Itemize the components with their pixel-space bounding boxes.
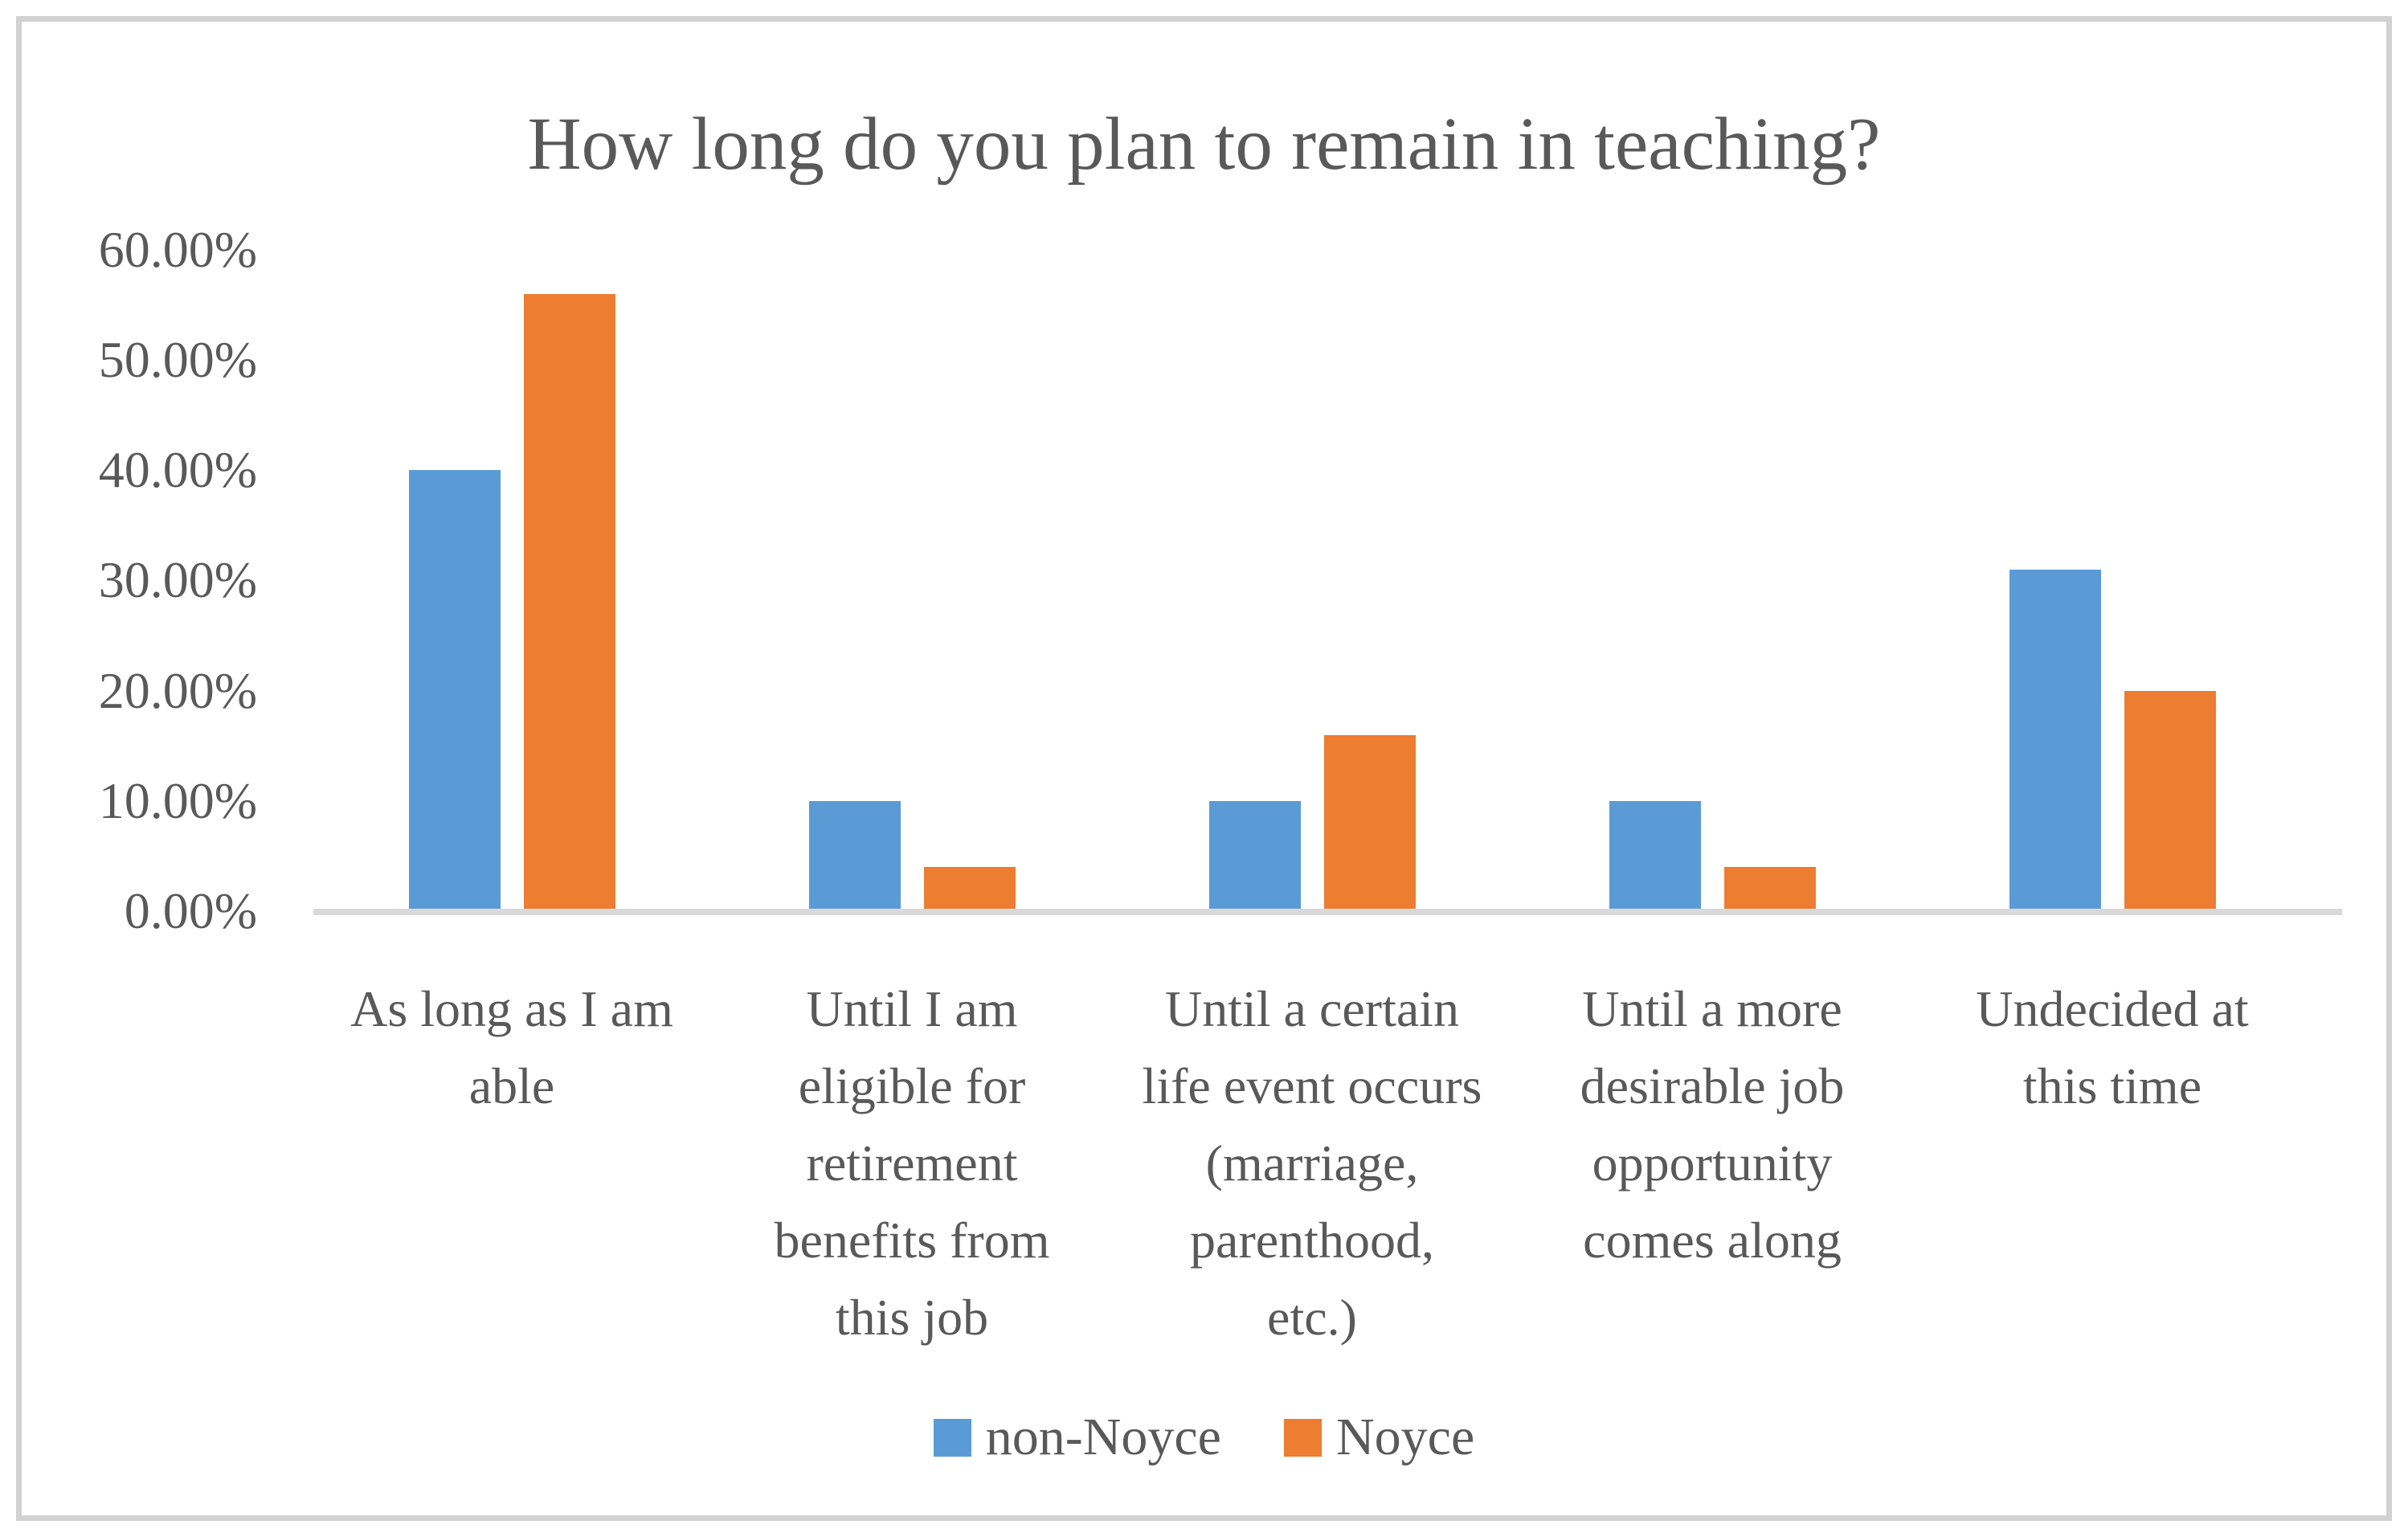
category-label-line: parenthood, — [1190, 1212, 1434, 1269]
category-label-line: As long as I am — [350, 980, 673, 1037]
y-axis: 0.00% 10.00% 20.00% 30.00% 40.00% 50.00% 60.00… — [22, 22, 2386, 1515]
category-label-line: Until a more — [1582, 980, 1842, 1037]
category-label-2: Until I am eligible for retirement benefits… — [703, 971, 1121, 1356]
category-label-line: Until a certain — [1164, 980, 1460, 1037]
legend-label: non-Noyce — [985, 1408, 1221, 1466]
legend-label: Noyce — [1335, 1408, 1475, 1466]
category-label-3: Until a certain life event occurs (marriag… — [1103, 971, 1521, 1356]
category-label-line: retirement — [806, 1134, 1018, 1192]
category-label-line: this job — [835, 1289, 989, 1346]
y-axis-tick-label: 60.00% — [98, 220, 257, 278]
category-label-5: Undecided at this time — [1903, 971, 2321, 1125]
category-label-line: able — [468, 1057, 555, 1114]
category-label-4: Until a more desirable job opportunity come… — [1503, 971, 1921, 1279]
category-label-line: opportunity — [1592, 1134, 1833, 1192]
category-label-line: (marriage, — [1205, 1134, 1419, 1192]
category-label-line: comes along — [1583, 1212, 1842, 1269]
legend: non-Noyce Noyce — [22, 1405, 2386, 1470]
y-axis-tick-label: 30.00% — [98, 551, 257, 609]
category-label-line: this time — [2022, 1057, 2202, 1114]
legend-item-Noyce: Noyce — [1283, 1405, 1475, 1470]
y-axis-tick-label: 0.00% — [124, 882, 257, 939]
category-label-line: desirable job — [1580, 1057, 1845, 1114]
bar-Noyce-category-3 — [1324, 734, 1416, 914]
category-label-line: Until I am — [806, 980, 1018, 1037]
bar-Noyce-category-2 — [924, 867, 1016, 914]
bar-non-Noyce-category-5 — [2009, 569, 2101, 914]
y-axis-tick-label: 50.00% — [98, 331, 257, 389]
category-label-line: etc.) — [1267, 1289, 1357, 1346]
bar-non-Noyce-category-2 — [809, 800, 901, 914]
bar-Noyce-category-1 — [524, 293, 615, 914]
category-label-line: eligible for — [798, 1057, 1026, 1114]
legend-item-non-Noyce: non-Noyce — [933, 1405, 1221, 1470]
x-axis-category-labels: As long as I am able Until I am eligible fo… — [22, 22, 2386, 1515]
bar-non-Noyce-category-4 — [1609, 800, 1701, 914]
y-axis-tick-label: 10.00% — [98, 771, 257, 829]
x-axis-line — [313, 909, 2342, 915]
plot-area — [22, 22, 2386, 1515]
category-label-line: life event occurs — [1142, 1057, 1482, 1114]
bar-non-Noyce-category-1 — [409, 470, 501, 914]
bar-Noyce-category-5 — [2124, 690, 2216, 914]
legend-swatch-icon — [933, 1418, 971, 1457]
legend-swatch-icon — [1283, 1418, 1322, 1457]
y-axis-tick-label: 20.00% — [98, 661, 257, 719]
chart-frame: How long do you plan to remain in teachi… — [16, 16, 2392, 1521]
category-label-line: Undecided at — [1976, 980, 2249, 1037]
bar-Noyce-category-4 — [1724, 867, 1816, 914]
y-axis-tick-label: 40.00% — [98, 441, 257, 499]
bar-non-Noyce-category-3 — [1209, 800, 1301, 914]
chart-title: How long do you plan to remain in teachi… — [527, 103, 1881, 186]
category-label-1: As long as I am able — [303, 971, 721, 1125]
category-label-line: benefits from — [774, 1212, 1050, 1269]
